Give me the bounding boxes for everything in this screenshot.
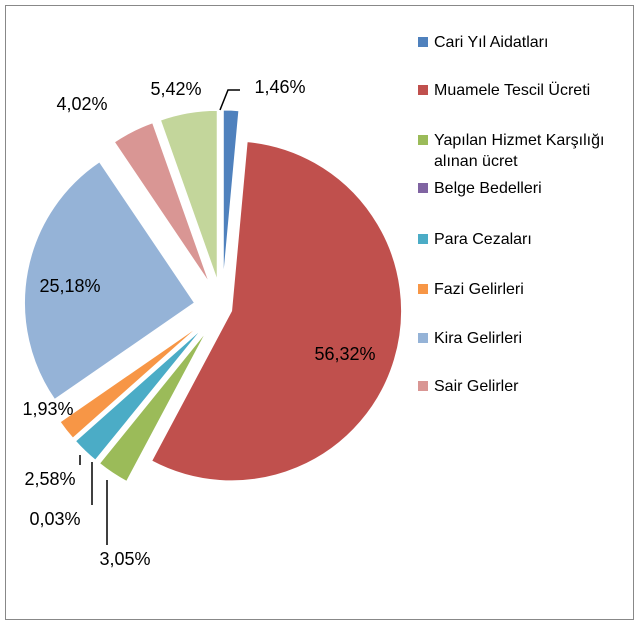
data-label: 56,32% <box>314 344 375 364</box>
legend-label: Sair Gelirler <box>434 378 519 395</box>
data-label: 1,93% <box>22 399 73 419</box>
data-label: 25,18% <box>39 276 100 296</box>
legend-swatch <box>418 234 428 244</box>
pie-slice <box>113 122 210 284</box>
legend-label: Kira Gelirleri <box>434 330 523 347</box>
legend-item: Kira Gelirleri <box>418 328 623 349</box>
chart-border <box>5 5 634 620</box>
legend-item: Cari Yıl Aidatları <box>418 32 623 53</box>
legend-label: Belge Bedelleri <box>434 180 542 197</box>
pie-slice <box>59 324 201 439</box>
legend-swatch <box>418 85 428 95</box>
legend-swatch <box>418 183 428 193</box>
data-label: 1,46% <box>254 77 305 97</box>
leader-line <box>219 89 240 111</box>
pie-slice <box>151 141 403 482</box>
data-label: 2,58% <box>24 469 75 489</box>
legend-swatch <box>418 135 428 145</box>
pie-slice <box>222 109 240 281</box>
legend-label: Para Cezaları <box>434 231 532 248</box>
legend-label: Cari Yıl Aidatları <box>434 34 549 51</box>
legend-swatch <box>418 333 428 343</box>
data-label: 0,03% <box>29 509 80 529</box>
pie-slice <box>24 161 196 401</box>
legend-swatch <box>418 37 428 47</box>
legend-item: Yapılan Hizmet Karşılığı alınan ücret <box>418 130 623 172</box>
legend-item: Para Cezaları <box>418 229 623 250</box>
data-label: 4,02% <box>56 94 107 114</box>
legend-label: Muamele Tescil Ücreti <box>434 82 591 99</box>
legend-item: Fazi Gelirleri <box>418 279 623 300</box>
legend-item: Belge Bedelleri <box>418 178 623 199</box>
data-label: 3,05% <box>99 549 150 569</box>
pie-slice <box>159 109 218 281</box>
pie-slice <box>96 329 205 463</box>
pie-slice <box>74 327 204 461</box>
legend-swatch <box>418 381 428 391</box>
legend-label: Fazi Gelirleri <box>434 281 524 298</box>
legend-swatch <box>418 284 428 294</box>
pie-slice <box>98 331 207 483</box>
legend-label: Yapılan Hizmet Karşılığı alınan ücret <box>434 132 605 170</box>
legend-item: Sair Gelirler <box>418 376 623 397</box>
data-label: 5,42% <box>150 79 201 99</box>
legend-item: Muamele Tescil Ücreti <box>418 80 623 101</box>
